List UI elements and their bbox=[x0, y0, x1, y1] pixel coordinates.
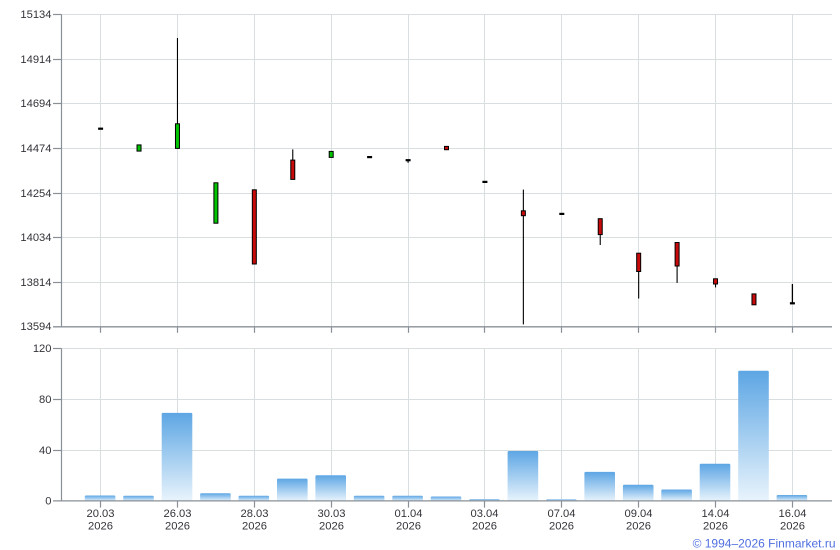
svg-text:40: 40 bbox=[39, 445, 51, 457]
svg-text:0: 0 bbox=[45, 495, 51, 507]
svg-text:14254: 14254 bbox=[20, 188, 51, 200]
svg-text:15134: 15134 bbox=[20, 9, 51, 21]
svg-text:2026: 2026 bbox=[703, 521, 728, 533]
svg-text:28.03: 28.03 bbox=[241, 508, 269, 520]
svg-text:2026: 2026 bbox=[396, 521, 421, 533]
svg-text:14.04: 14.04 bbox=[702, 508, 730, 520]
svg-text:03.04: 03.04 bbox=[471, 508, 499, 520]
svg-text:01.04: 01.04 bbox=[395, 508, 423, 520]
svg-text:16.04: 16.04 bbox=[779, 508, 807, 520]
svg-text:2026: 2026 bbox=[242, 521, 267, 533]
svg-text:2026: 2026 bbox=[626, 521, 651, 533]
svg-text:120: 120 bbox=[33, 343, 52, 355]
svg-text:20.03: 20.03 bbox=[87, 508, 115, 520]
svg-text:2026: 2026 bbox=[472, 521, 497, 533]
svg-text:2026: 2026 bbox=[549, 521, 574, 533]
svg-text:30.03: 30.03 bbox=[318, 508, 346, 520]
svg-text:07.04: 07.04 bbox=[548, 508, 576, 520]
svg-text:13594: 13594 bbox=[20, 321, 51, 333]
svg-text:14914: 14914 bbox=[20, 54, 51, 66]
svg-text:14034: 14034 bbox=[20, 232, 51, 244]
svg-text:13814: 13814 bbox=[20, 277, 51, 289]
svg-text:09.04: 09.04 bbox=[625, 508, 653, 520]
svg-text:2026: 2026 bbox=[319, 521, 344, 533]
svg-text:2026: 2026 bbox=[88, 521, 113, 533]
svg-text:2026: 2026 bbox=[780, 521, 805, 533]
svg-text:26.03: 26.03 bbox=[164, 508, 192, 520]
svg-text:14474: 14474 bbox=[20, 143, 51, 155]
svg-text:80: 80 bbox=[39, 394, 51, 406]
svg-text:© 1994–2026 Finmarket.ru: © 1994–2026 Finmarket.ru bbox=[693, 536, 836, 550]
svg-text:14694: 14694 bbox=[20, 98, 51, 110]
svg-text:2026: 2026 bbox=[165, 521, 190, 533]
